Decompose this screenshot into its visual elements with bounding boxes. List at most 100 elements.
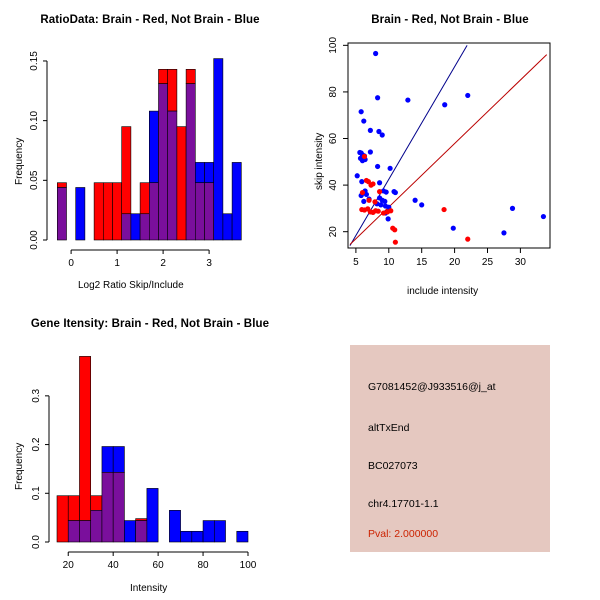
histogram-bar-overlap: [204, 182, 214, 241]
x-tick-label: 30: [515, 257, 527, 268]
y-tick-label: 80: [328, 86, 339, 98]
x-tick-label: 0: [68, 258, 74, 269]
scatter-content: [349, 45, 548, 246]
histogram-bar: [236, 530, 249, 543]
histogram-bar: [158, 69, 168, 84]
histogram-bar: [93, 182, 104, 241]
gene-info-box: G7081452@J933516@j_at altTxEnd BC027073 …: [350, 345, 550, 552]
gene-histogram-plot: 0.0 0.1 0.2 0.3 20 40 60 80 100: [31, 356, 257, 571]
histogram-bar: [67, 495, 80, 521]
x-tick-label: 5: [353, 257, 359, 268]
x-tick-label: 25: [482, 257, 494, 268]
scatter-point: [373, 50, 379, 57]
x-tick-label: 100: [240, 560, 257, 571]
histogram-bar: [213, 520, 226, 543]
scatter-point: [366, 197, 372, 203]
x-tick-label: 80: [197, 560, 209, 571]
x-tick-label: 15: [416, 257, 428, 268]
scatter-point: [358, 109, 364, 115]
y-tick-label: 0.15: [29, 51, 40, 71]
y-tick-label: 20: [328, 226, 339, 238]
scatter-point: [412, 197, 418, 203]
scatter-point: [442, 102, 448, 108]
gene-histogram-panel: Gene Itensity: Brain - Red, Not Brain - …: [0, 300, 300, 600]
histogram-bar: [101, 446, 114, 473]
gene-histogram-xlabel: Intensity: [130, 583, 168, 594]
scatter-point: [375, 208, 381, 214]
scatter-panel: Brain - Red, Not Brain - Blue 20 40 60 80 10…: [300, 0, 600, 300]
histogram-bar: [103, 182, 113, 241]
scatter-plot: 20 40 60 80 100 5 10 15 20 25 30: [328, 37, 551, 268]
histogram-bar: [191, 530, 204, 543]
scatter-point: [540, 213, 547, 220]
histogram-bar: [167, 69, 178, 112]
fit-line-brain-fit: [349, 54, 548, 245]
histogram-bar: [176, 126, 187, 241]
histogram-bar: [139, 182, 150, 215]
scatter-point: [359, 179, 365, 185]
histogram-bar: [112, 446, 125, 473]
scatter-point: [441, 206, 447, 213]
x-tick-label: 40: [108, 560, 120, 571]
scatter-point: [382, 198, 388, 205]
scatter-point: [392, 189, 398, 196]
histogram-bar: [231, 162, 242, 241]
x-tick-label: 10: [383, 257, 395, 268]
histogram-bar: [79, 356, 92, 521]
histogram-bar: [75, 187, 86, 241]
histogram-bar: [222, 213, 233, 241]
histogram-bar: [169, 510, 181, 543]
scatter-point: [392, 227, 398, 233]
y-tick-label: 0.1: [31, 486, 42, 500]
scatter-point: [375, 95, 381, 101]
histogram-bar: [56, 182, 67, 188]
gene-histogram-title: Gene Itensity: Brain - Red, Not Brain - …: [30, 318, 270, 330]
histogram-bar: [112, 182, 122, 241]
scatter-point: [450, 225, 456, 231]
histogram-bar-overlap: [158, 83, 168, 241]
gene-info-panel: G7081452@J933516@j_at altTxEnd BC027073 …: [300, 300, 600, 600]
histogram-bar: [124, 520, 136, 543]
scatter-point: [367, 149, 373, 155]
histogram-bar: [204, 162, 214, 184]
histogram-bar: [56, 495, 69, 543]
histogram-bar-overlap: [195, 182, 205, 241]
gene-locus: chr4.17701-1.1: [368, 498, 439, 510]
y-tick-label: 0.10: [29, 110, 40, 130]
y-tick-label: 0.3: [31, 388, 42, 402]
histogram-bar: [213, 58, 224, 241]
y-tick-label: 40: [328, 179, 339, 191]
scatter-point: [376, 189, 383, 195]
ratio-histogram-plot: 0.00 0.05 0.10 0.15 0 1 2 3: [29, 51, 242, 269]
histogram-bar-overlap: [112, 472, 125, 543]
x-tick-label: 1: [114, 258, 120, 269]
y-tick-label: 0.05: [29, 170, 40, 190]
scatter-point: [361, 118, 367, 124]
svg-gene-bars: [56, 356, 249, 543]
histogram-bar: [146, 488, 159, 543]
histogram-bar: [195, 162, 205, 184]
scatter-point: [378, 202, 384, 208]
plot-frame: [347, 42, 551, 249]
scatter-point: [361, 153, 368, 160]
ratio-histogram-panel: RatioData: Brain - Red, Not Brain - Blue…: [0, 0, 300, 300]
scatter-point: [376, 128, 382, 135]
ratio-histogram-title: RatioData: Brain - Red, Not Brain - Blue: [40, 14, 260, 26]
scatter-point: [405, 97, 411, 103]
histogram-bar-overlap: [121, 213, 132, 241]
gene-histogram-ylabel: Frequency: [14, 442, 25, 490]
scatter-point: [379, 132, 385, 138]
ratio-histogram-ylabel: Frequency: [14, 137, 25, 185]
x-tick-label: 60: [153, 560, 165, 571]
scatter-point: [509, 205, 516, 211]
histogram-bar-overlap: [149, 182, 159, 241]
scatter-point: [388, 208, 394, 214]
scatter-point: [363, 191, 370, 198]
ratio-histogram-xlabel: Log2 Ratio Skip/Include: [78, 280, 184, 291]
histogram-bar: [90, 495, 103, 511]
fit-line-not-brain-fit: [349, 45, 468, 246]
histogram-bar-overlap: [56, 187, 67, 241]
histogram-bar-overlap: [167, 110, 178, 241]
histogram-bar: [202, 520, 215, 543]
